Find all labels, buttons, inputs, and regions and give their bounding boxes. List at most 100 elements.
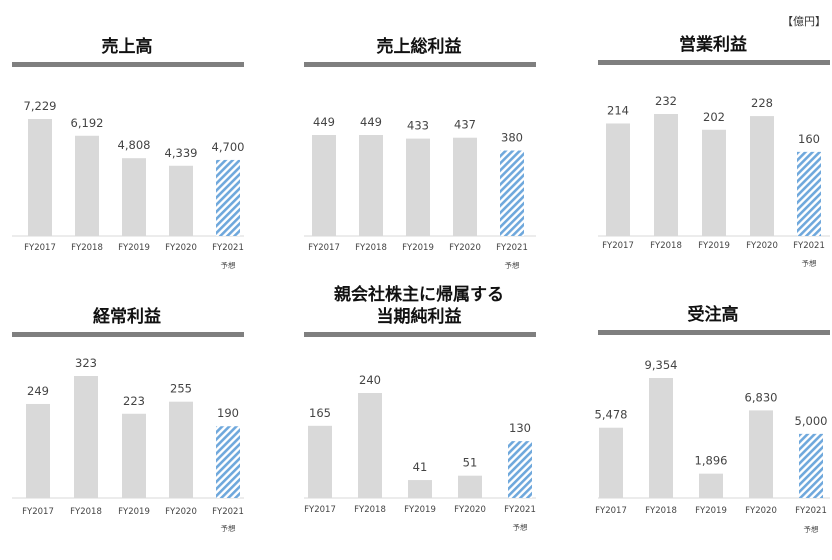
data-label: 6,192	[71, 116, 104, 130]
category-label: FY2018	[650, 241, 682, 251]
bar-chart: 7,229 FY2017 6,192 FY2018 4,808 FY2019 4,339 FY…	[12, 99, 244, 270]
data-label: 6,830	[745, 390, 778, 404]
category-label: FY2018	[71, 243, 103, 253]
data-label: 1,896	[695, 454, 728, 468]
bar	[312, 135, 336, 236]
data-label: 160	[798, 132, 820, 146]
category-label: FY2019	[402, 243, 434, 253]
bar	[408, 480, 432, 498]
chart-panel: 売上高 7,229 FY2017 6,192 FY2018 4,808 FY2019 4,33…	[2, 0, 252, 270]
forecast-note: 予想	[513, 522, 528, 532]
category-label: FY2018	[70, 507, 102, 517]
chart-title: 営業利益	[679, 35, 747, 55]
data-label: 9,354	[645, 358, 678, 372]
data-label: 214	[607, 103, 629, 117]
data-label: 51	[463, 456, 478, 470]
category-label: FY2021	[793, 241, 825, 251]
data-label: 449	[360, 115, 382, 129]
forecast-bar	[799, 433, 823, 498]
data-label: 5,478	[595, 408, 628, 422]
data-label: 433	[407, 119, 429, 133]
title-rule	[598, 330, 830, 335]
category-label: FY2020	[165, 507, 197, 517]
bar	[599, 427, 623, 498]
forecast-bar	[216, 426, 240, 498]
chart-panel: 営業利益 214 FY2017 232 FY2018 202 FY2019 228 FY2020…	[588, 0, 832, 268]
bar	[122, 413, 146, 498]
bar	[169, 165, 193, 236]
bar	[750, 116, 774, 236]
bar	[406, 138, 430, 236]
bar	[654, 114, 678, 236]
data-label: 41	[413, 460, 428, 474]
category-label: FY2018	[355, 243, 387, 253]
chart-title: 受注高	[687, 305, 739, 325]
title-rule	[304, 332, 536, 337]
data-label: 190	[217, 406, 239, 420]
bar-chart: 214 FY2017 232 FY2018 202 FY2019 228 FY2020 160 F…	[598, 94, 830, 268]
category-label: FY2019	[118, 507, 150, 517]
category-label: FY2020	[745, 506, 777, 516]
forecast-note: 予想	[221, 260, 236, 270]
title-rule	[304, 62, 536, 67]
bar	[702, 129, 726, 236]
forecast-bar	[508, 441, 532, 498]
title-rule	[598, 60, 830, 65]
bar	[26, 403, 50, 498]
category-label: FY2017	[308, 243, 340, 253]
data-label: 165	[309, 406, 331, 420]
data-label: 130	[509, 421, 531, 435]
category-label: FY2019	[695, 506, 727, 516]
category-label: FY2019	[118, 243, 150, 253]
data-label: 380	[501, 131, 523, 145]
data-label: 202	[703, 110, 725, 124]
category-label: FY2017	[22, 507, 54, 517]
bar	[749, 410, 773, 498]
bar	[699, 473, 723, 498]
data-label: 240	[359, 373, 381, 387]
data-label: 255	[170, 382, 192, 396]
forecast-bar	[500, 150, 524, 236]
data-label: 323	[75, 356, 97, 370]
data-label: 232	[655, 94, 677, 108]
data-label: 7,229	[24, 99, 57, 113]
chart-panel: 売上総利益 449 FY2017 449 FY2018 433 FY2019 437 FY202…	[294, 0, 544, 270]
category-label: FY2017	[304, 505, 336, 515]
chart-title: 売上高	[101, 37, 153, 57]
bar	[453, 137, 477, 236]
data-label: 4,339	[165, 146, 198, 160]
bar-chart: 165 FY2017 240 FY2018 41 FY2019 51 FY2020 130 FY2…	[304, 373, 536, 532]
chart-panel: 受注高 5,478 FY2017 9,354 FY2018 1,896 FY2019 6,83…	[588, 270, 832, 534]
bar	[122, 158, 146, 236]
data-label: 437	[454, 118, 476, 132]
data-label: 249	[27, 384, 49, 398]
category-label: FY2019	[698, 241, 730, 251]
chart-title: 経常利益	[93, 307, 161, 327]
category-label: FY2018	[354, 505, 386, 515]
forecast-note: 予想	[221, 523, 236, 533]
data-label: 5,000	[795, 414, 828, 428]
unit-label: 【億円】	[782, 15, 826, 28]
forecast-note: 予想	[804, 524, 819, 534]
chart-panel: 経常利益 249 FY2017 323 FY2018 223 FY2019 255 FY2020…	[2, 270, 252, 533]
chart-panel: 親会社株主に帰属する 当期純利益 165 FY2017 240 FY2018 41 FY20…	[294, 270, 544, 532]
data-label: 223	[123, 394, 145, 408]
category-label: FY2020	[454, 505, 486, 515]
forecast-note: 予想	[505, 260, 520, 270]
data-label: 228	[751, 96, 773, 110]
forecast-bar	[797, 151, 821, 236]
category-label: FY2018	[645, 506, 677, 516]
category-label: FY2017	[24, 243, 56, 253]
category-label: FY2021	[795, 506, 827, 516]
bar	[359, 135, 383, 236]
bar	[358, 393, 382, 498]
bar-chart: 249 FY2017 323 FY2018 223 FY2019 255 FY2020 190 F…	[12, 356, 244, 533]
category-label: FY2017	[595, 506, 627, 516]
bar	[649, 378, 673, 498]
title-rule	[12, 62, 244, 67]
category-label: FY2021	[496, 243, 528, 253]
bar	[74, 376, 98, 498]
bar	[28, 119, 52, 236]
bar	[169, 401, 193, 498]
data-label: 4,808	[118, 138, 151, 152]
